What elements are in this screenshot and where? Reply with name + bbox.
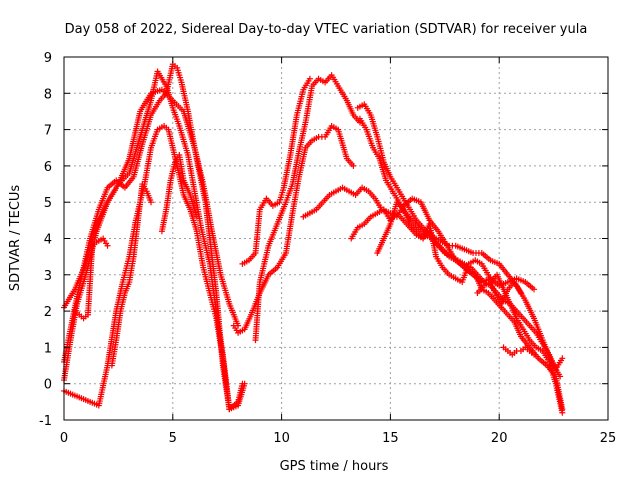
chart-title: Day 058 of 2022, Sidereal Day-to-day VTE… xyxy=(65,22,588,37)
y-tick-label: 0 xyxy=(44,378,52,393)
series-track-g xyxy=(158,152,200,235)
data-point xyxy=(148,199,155,206)
x-tick-label: 0 xyxy=(60,431,68,446)
data-point xyxy=(193,213,200,220)
data-point xyxy=(531,286,538,293)
x-tick-label: 5 xyxy=(169,431,177,446)
y-tick-label: 5 xyxy=(44,196,52,211)
data-point xyxy=(559,409,566,416)
x-axis-label: GPS time / hours xyxy=(280,459,389,474)
y-axis-label: SDTVAR / TECUs xyxy=(8,185,23,292)
y-tick-label: 6 xyxy=(44,160,52,175)
data-point xyxy=(104,242,111,249)
series-track-d xyxy=(61,61,242,365)
x-tick-label: 25 xyxy=(600,431,617,446)
x-tick-label: 10 xyxy=(273,431,290,446)
data-point xyxy=(531,351,538,358)
axis-ticks: 0 5 10 15 20 25 -1 0 1 2 3 4 5 6 7 8 9 xyxy=(39,51,616,446)
series-track-e xyxy=(71,235,111,322)
series-track-f xyxy=(108,181,155,369)
series-track-p xyxy=(474,271,566,416)
series-track-o xyxy=(374,199,524,307)
y-tick-label: 7 xyxy=(44,124,52,139)
y-tick-label: 2 xyxy=(44,305,52,320)
y-tick-label: 3 xyxy=(44,269,52,284)
series-track-q xyxy=(500,344,538,358)
data-point xyxy=(241,380,248,387)
y-tick-label: 9 xyxy=(44,51,52,66)
y-tick-label: 4 xyxy=(44,233,52,248)
x-tick-label: 15 xyxy=(382,431,399,446)
y-tick-label: -1 xyxy=(39,414,52,429)
data-points xyxy=(61,61,566,416)
y-tick-label: 1 xyxy=(44,341,52,356)
series-track-h xyxy=(230,122,357,336)
series-track-n xyxy=(356,115,566,373)
data-point xyxy=(306,75,313,82)
y-tick-label: 8 xyxy=(44,87,52,102)
series-track-i xyxy=(252,72,363,344)
data-point xyxy=(559,355,566,362)
series-track-j xyxy=(239,75,313,267)
x-tick-label: 20 xyxy=(491,431,508,446)
data-point xyxy=(350,162,357,169)
data-point xyxy=(517,289,524,296)
